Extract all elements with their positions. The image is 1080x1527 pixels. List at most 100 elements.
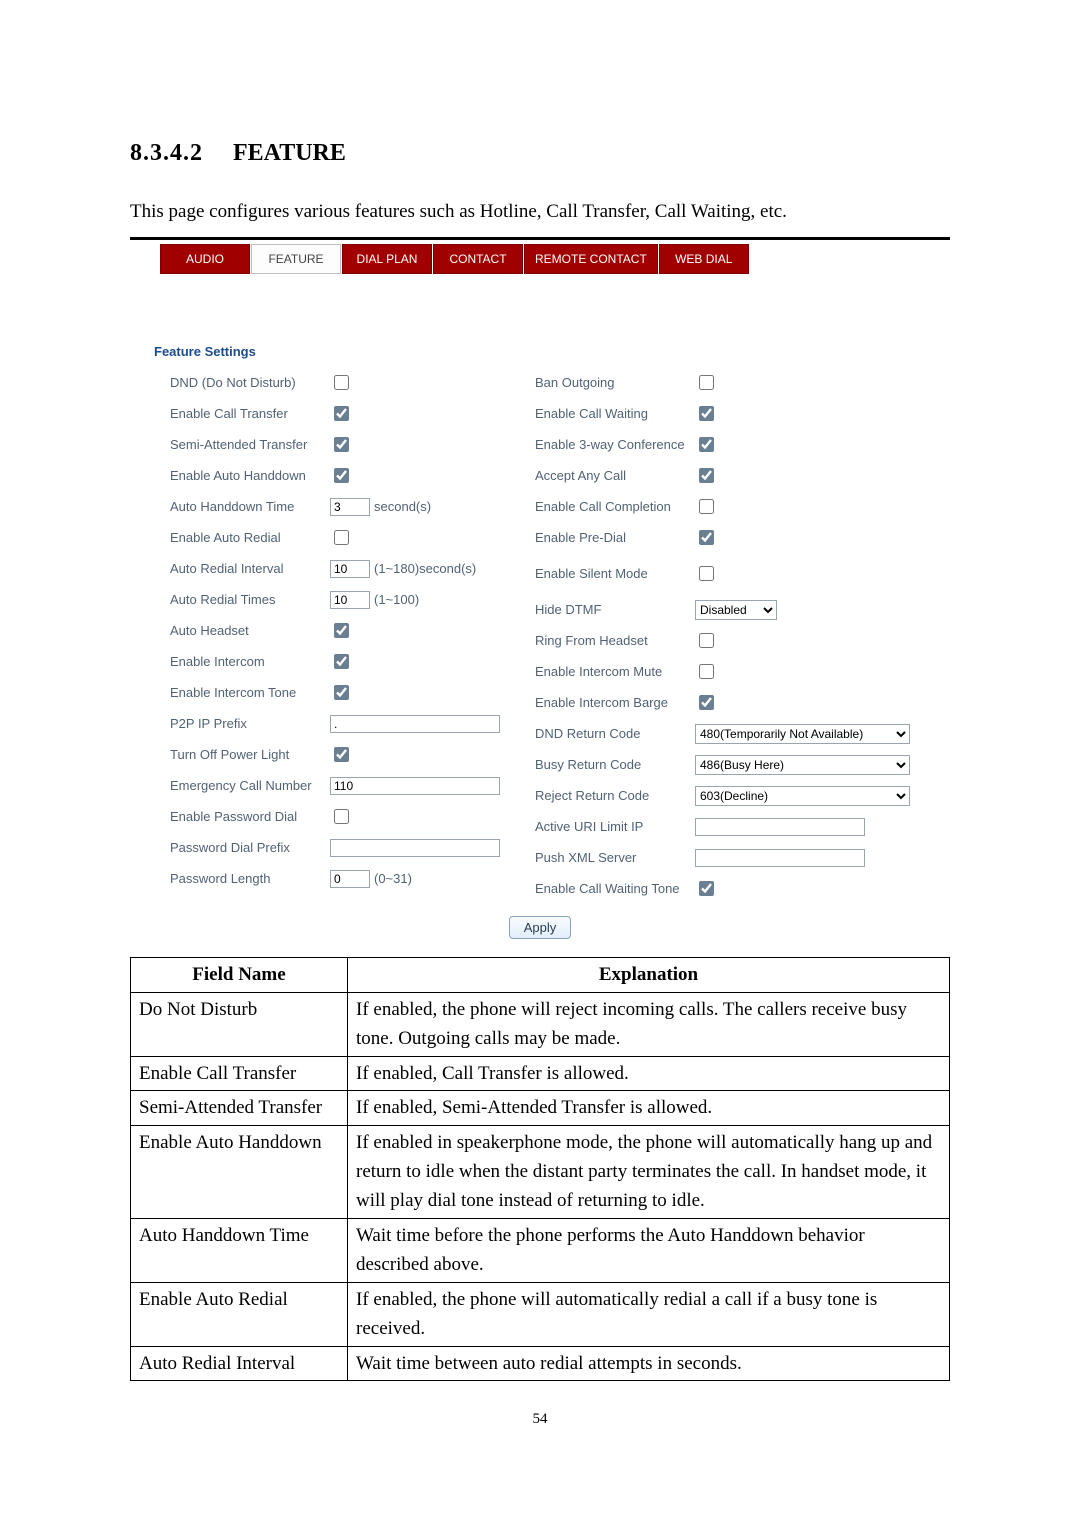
label-call-waiting: Enable Call Waiting [535,406,695,421]
checkbox-ring-headset[interactable] [699,633,714,648]
tab-web-dial[interactable]: WEB DIAL [659,244,749,274]
unit-auto-redial-interval: (1~180)second(s) [374,562,476,576]
cell-exp: If enabled, Semi-Attended Transfer is al… [348,1091,950,1125]
checkbox-auto-handdown[interactable] [334,468,349,483]
label-silent-mode: Enable Silent Mode [535,566,695,581]
checkbox-call-transfer[interactable] [334,406,349,421]
select-hide-dtmf[interactable]: Disabled [695,600,777,620]
settings-left-col: DND (Do Not Disturb) Enable Call Transfe… [170,367,535,904]
input-p2p-prefix[interactable] [330,715,500,733]
input-auto-redial-times[interactable] [330,591,370,609]
table-row: Semi-Attended TransferIf enabled, Semi-A… [131,1091,950,1125]
feature-settings-title: Feature Settings [130,274,950,367]
unit-pwd-length: (0~31) [374,871,412,886]
input-pwd-prefix[interactable] [330,839,500,857]
label-reject-return: Reject Return Code [535,788,695,803]
checkbox-cw-tone[interactable] [699,881,714,896]
page-number: 54 [130,1411,950,1428]
table-row: Auto Redial IntervalWait time between au… [131,1346,950,1380]
checkbox-semi-attended[interactable] [334,437,349,452]
select-reject-return[interactable]: 603(Decline) [695,786,910,806]
label-hide-dtmf: Hide DTMF [535,602,695,617]
checkbox-intercom-tone[interactable] [334,685,349,700]
checkbox-silent-mode[interactable] [699,566,714,581]
checkbox-intercom-mute[interactable] [699,664,714,679]
label-3way: Enable 3-way Conference [535,437,695,452]
label-auto-redial: Enable Auto Redial [170,530,330,545]
label-active-uri: Active URI Limit IP [535,819,695,834]
checkbox-ban-outgoing[interactable] [699,375,714,390]
explanation-table: Field Name Explanation Do Not DisturbIf … [130,957,950,1381]
label-ring-headset: Ring From Headset [535,633,695,648]
cell-exp: Wait time before the phone performs the … [348,1218,950,1282]
th-explanation: Explanation [348,958,950,992]
label-dnd: DND (Do Not Disturb) [170,375,330,390]
checkbox-auto-redial[interactable] [334,530,349,545]
label-cw-tone: Enable Call Waiting Tone [535,881,695,896]
label-semi-attended: Semi-Attended Transfer [170,437,330,452]
cell-field: Enable Call Transfer [131,1056,348,1090]
label-auto-handdown-time: Auto Handdown Time [170,499,330,514]
cell-field: Auto Handdown Time [131,1218,348,1282]
table-row: Auto Handdown TimeWait time before the p… [131,1218,950,1282]
checkbox-dnd[interactable] [334,375,349,390]
label-pre-dial: Enable Pre-Dial [535,530,695,545]
intro-text: This page configures various features su… [130,197,950,227]
section-heading: 8.3.4.2FEATURE [130,140,950,167]
label-emergency-call: Emergency Call Number [170,778,330,793]
tab-bar: AUDIO FEATURE DIAL PLAN CONTACT REMOTE C… [130,240,950,274]
label-enable-intercom: Enable Intercom [170,654,330,669]
checkbox-pwd-dial[interactable] [334,809,349,824]
cell-exp: If enabled, the phone will reject incomi… [348,992,950,1056]
label-pwd-prefix: Password Dial Prefix [170,840,330,855]
cell-exp: Wait time between auto redial attempts i… [348,1346,950,1380]
label-ban-outgoing: Ban Outgoing [535,375,695,390]
checkbox-3way[interactable] [699,437,714,452]
checkbox-auto-headset[interactable] [334,623,349,638]
table-row: Enable Auto RedialIf enabled, the phone … [131,1282,950,1346]
select-dnd-return[interactable]: 480(Temporarily Not Available) [695,724,910,744]
checkbox-power-light[interactable] [334,747,349,762]
section-title: FEATURE [233,140,346,166]
cell-exp: If enabled in speakerphone mode, the pho… [348,1125,950,1218]
label-pwd-length: Password Length [170,871,330,886]
label-busy-return: Busy Return Code [535,757,695,772]
settings-grid: DND (Do Not Disturb) Enable Call Transfe… [130,367,950,912]
cell-field: Enable Auto Redial [131,1282,348,1346]
checkbox-pre-dial[interactable] [699,530,714,545]
checkbox-accept-any[interactable] [699,468,714,483]
cell-field: Do Not Disturb [131,992,348,1056]
input-emergency-call[interactable] [330,777,500,795]
tab-dial-plan[interactable]: DIAL PLAN [342,244,432,274]
cell-field: Auto Redial Interval [131,1346,348,1380]
label-p2p-prefix: P2P IP Prefix [170,716,330,731]
checkbox-call-waiting[interactable] [699,406,714,421]
apply-button[interactable]: Apply [509,916,572,939]
table-row: Enable Auto HanddownIf enabled in speake… [131,1125,950,1218]
tab-audio[interactable]: AUDIO [160,244,250,274]
label-auto-handdown: Enable Auto Handdown [170,468,330,483]
th-field-name: Field Name [131,958,348,992]
settings-right-col: Ban Outgoing Enable Call Waiting Enable … [535,367,910,904]
tab-feature[interactable]: FEATURE [251,244,341,274]
label-accept-any: Accept Any Call [535,468,695,483]
checkbox-intercom-barge[interactable] [699,695,714,710]
input-auto-handdown-time[interactable] [330,498,370,516]
label-auto-redial-times: Auto Redial Times [170,592,330,607]
checkbox-enable-intercom[interactable] [334,654,349,669]
label-auto-headset: Auto Headset [170,623,330,638]
input-push-xml[interactable] [695,849,865,867]
checkbox-call-completion[interactable] [699,499,714,514]
label-intercom-barge: Enable Intercom Barge [535,695,695,710]
label-call-transfer: Enable Call Transfer [170,406,330,421]
label-intercom-mute: Enable Intercom Mute [535,664,695,679]
input-active-uri[interactable] [695,818,865,836]
unit-auto-redial-times: (1~100) [374,592,419,607]
tab-remote-contact[interactable]: REMOTE CONTACT [524,244,658,274]
input-auto-redial-interval[interactable] [330,560,370,578]
tab-contact[interactable]: CONTACT [433,244,523,274]
input-pwd-length[interactable] [330,870,370,888]
label-dnd-return: DND Return Code [535,726,695,741]
select-busy-return[interactable]: 486(Busy Here) [695,755,910,775]
table-row: Enable Call TransferIf enabled, Call Tra… [131,1056,950,1090]
